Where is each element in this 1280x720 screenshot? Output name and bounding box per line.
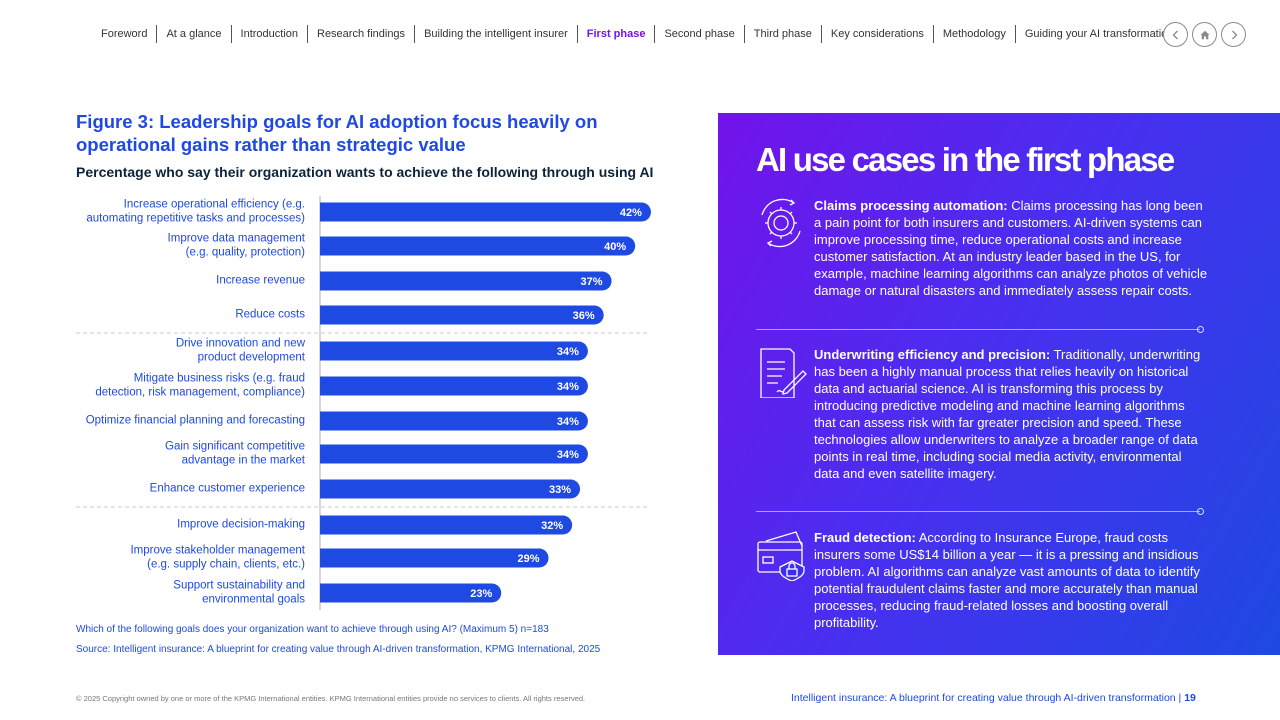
- bar-value-label: 29%: [517, 553, 539, 565]
- use-cases-panel: AI use cases in the first phase Claims p…: [718, 113, 1280, 655]
- use-case-fraud-text: Fraud detection: According to Insurance …: [814, 530, 1200, 630]
- bar-value-label: 23%: [470, 588, 492, 600]
- use-case-claims-text: Claims processing automation: Claims pro…: [814, 198, 1208, 298]
- category-label: Mitigate business risks (e.g. fraud detec…: [95, 372, 305, 399]
- chevron-left-icon: [1172, 30, 1178, 39]
- category-label: Improve data management (e.g. quality, pr…: [167, 232, 305, 259]
- nav-first-phase[interactable]: First phase: [578, 25, 656, 43]
- nav-introduction[interactable]: Introduction: [232, 25, 308, 43]
- nav-at-a-glance[interactable]: At a glance: [157, 25, 232, 43]
- use-case-underwriting-text: Underwriting efficiency and precision: T…: [814, 347, 1201, 481]
- nav-second-phase[interactable]: Second phase: [655, 25, 745, 43]
- bar-base: [320, 411, 330, 431]
- nav-foreword[interactable]: Foreword: [92, 25, 158, 43]
- nav-key-considerations[interactable]: Key considerations: [822, 25, 934, 43]
- bar: [320, 202, 651, 222]
- bar-base: [320, 341, 330, 361]
- category-label: Reduce costs: [235, 308, 305, 321]
- page-number: 19: [1184, 692, 1196, 704]
- bar-value-label: 33%: [549, 484, 571, 496]
- bar-base: [320, 444, 330, 464]
- bar: [320, 305, 604, 325]
- bar-chart: 42% 40% 37% 36% 34% 34% 34% 34% 33% 32% 29% 23% Inc…: [76, 196, 656, 612]
- bar: [320, 444, 588, 464]
- bar-value-label: 40%: [604, 241, 626, 253]
- nav-buttons: [1163, 22, 1246, 47]
- bar-base: [320, 479, 330, 499]
- nav-building-intelligent-insurer[interactable]: Building the intelligent insurer: [415, 25, 578, 43]
- document-pen-icon: [760, 348, 807, 398]
- use-case-claims: Claims processing automation: Claims pro…: [756, 197, 1208, 315]
- use-case-fraud: Fraud detection: According to Insurance …: [756, 529, 1206, 630]
- bar-base: [320, 376, 330, 396]
- nav-third-phase[interactable]: Third phase: [745, 25, 822, 43]
- bar-value-label: 42%: [620, 207, 642, 219]
- panel-title: AI use cases in the first phase: [756, 141, 1175, 178]
- home-icon: [1200, 30, 1209, 39]
- top-nav: Foreword At a glance Introduction Resear…: [92, 22, 1182, 46]
- bar: [320, 479, 581, 499]
- bar-value-label: 34%: [557, 381, 579, 393]
- bar-value-label: 32%: [541, 520, 563, 532]
- home-button[interactable]: [1192, 22, 1217, 47]
- bar: [320, 376, 588, 396]
- bar-value-label: 34%: [557, 416, 579, 428]
- source-note: Source: Intelligent insurance: A bluepri…: [76, 644, 601, 655]
- bar: [320, 548, 549, 568]
- bar-base: [320, 271, 330, 291]
- bar-value-label: 36%: [573, 310, 595, 322]
- bar-base: [320, 236, 330, 256]
- figure-title: Figure 3: Leadership goals for AI adopti…: [76, 111, 598, 155]
- bar: [320, 236, 636, 256]
- bar-base: [320, 548, 330, 568]
- bar-value-label: 34%: [557, 346, 579, 358]
- chevron-right-icon: [1231, 30, 1237, 39]
- category-label: Increase operational efficiency (e.g. aut…: [86, 198, 305, 225]
- bar-value-label: 34%: [557, 449, 579, 461]
- divider: [756, 326, 1204, 333]
- gear-cycle-icon: [761, 198, 801, 248]
- nav-methodology[interactable]: Methodology: [934, 25, 1016, 43]
- bar: [320, 411, 588, 431]
- survey-question: Which of the following goals does your o…: [76, 624, 549, 635]
- category-label: Optimize financial planning and forecast…: [85, 414, 305, 427]
- use-case-underwriting: Underwriting efficiency and precision: T…: [756, 346, 1206, 496]
- figure-subtitle: Percentage who say their organization wa…: [76, 164, 654, 180]
- nav-research-findings[interactable]: Research findings: [308, 25, 416, 43]
- nav-guiding-ai-transformation[interactable]: Guiding your AI transformation: [1024, 28, 1174, 40]
- footer-document-title: Intelligent insurance: A blueprint for c…: [791, 692, 1196, 704]
- bar-value-label: 37%: [581, 276, 603, 288]
- bar: [320, 271, 612, 291]
- bar-base: [320, 583, 330, 603]
- bar-base: [320, 305, 330, 325]
- category-label: Increase revenue: [216, 274, 305, 287]
- category-label: Enhance customer experience: [149, 482, 305, 495]
- bar-chart-svg: 42% 40% 37% 36% 34% 34% 34% 34% 33% 32% 29% 23%: [76, 196, 651, 610]
- card-lock-icon: [757, 531, 805, 581]
- category-label: Improve stakeholder management (e.g. supp…: [130, 544, 305, 571]
- next-page-button[interactable]: [1221, 22, 1246, 47]
- previous-page-button[interactable]: [1163, 22, 1188, 47]
- category-label: Improve decision-making: [177, 518, 305, 531]
- bar-base: [320, 202, 330, 222]
- copyright-notice: © 2025 Copyright owned by one or more of…: [76, 694, 586, 703]
- category-label: Support sustainability and environmental …: [173, 579, 305, 606]
- divider: [756, 508, 1204, 515]
- category-label: Gain significant competitive advantage in…: [165, 440, 305, 467]
- bar: [320, 341, 588, 361]
- bar-base: [320, 515, 330, 535]
- category-label: Drive innovation and new product developm…: [175, 337, 305, 364]
- bar: [320, 515, 573, 535]
- bar: [320, 583, 502, 603]
